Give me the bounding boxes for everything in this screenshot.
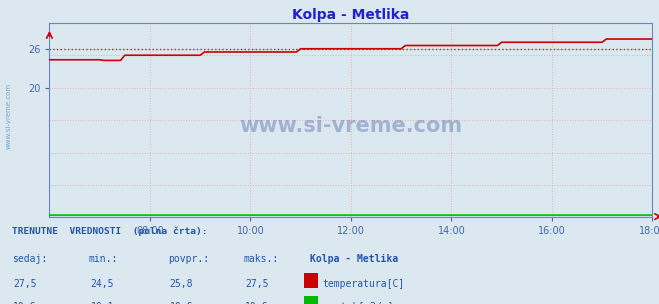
Text: 25,8: 25,8: [169, 279, 193, 289]
Text: Kolpa - Metlika: Kolpa - Metlika: [310, 254, 398, 264]
Title: Kolpa - Metlika: Kolpa - Metlika: [292, 8, 410, 22]
Bar: [304, 296, 318, 304]
Text: maks.:: maks.:: [244, 254, 279, 264]
Text: 24,5: 24,5: [90, 279, 114, 289]
Text: temperatura[C]: temperatura[C]: [323, 279, 405, 289]
Text: min.:: min.:: [89, 254, 119, 264]
Text: pretok[m3/s]: pretok[m3/s]: [323, 302, 393, 304]
Text: 10,6: 10,6: [13, 302, 37, 304]
Bar: [304, 273, 318, 288]
Text: 10,6: 10,6: [169, 302, 193, 304]
Text: 27,5: 27,5: [245, 279, 269, 289]
Text: www.si-vreme.com: www.si-vreme.com: [239, 116, 463, 136]
Text: povpr.:: povpr.:: [168, 254, 209, 264]
Text: 27,5: 27,5: [13, 279, 37, 289]
Text: 10,1: 10,1: [90, 302, 114, 304]
Text: www.si-vreme.com: www.si-vreme.com: [5, 82, 11, 149]
Text: TRENUTNE  VREDNOSTI  (polna črta):: TRENUTNE VREDNOSTI (polna črta):: [12, 226, 208, 236]
Text: sedaj:: sedaj:: [12, 254, 47, 264]
Text: 10,6: 10,6: [245, 302, 269, 304]
